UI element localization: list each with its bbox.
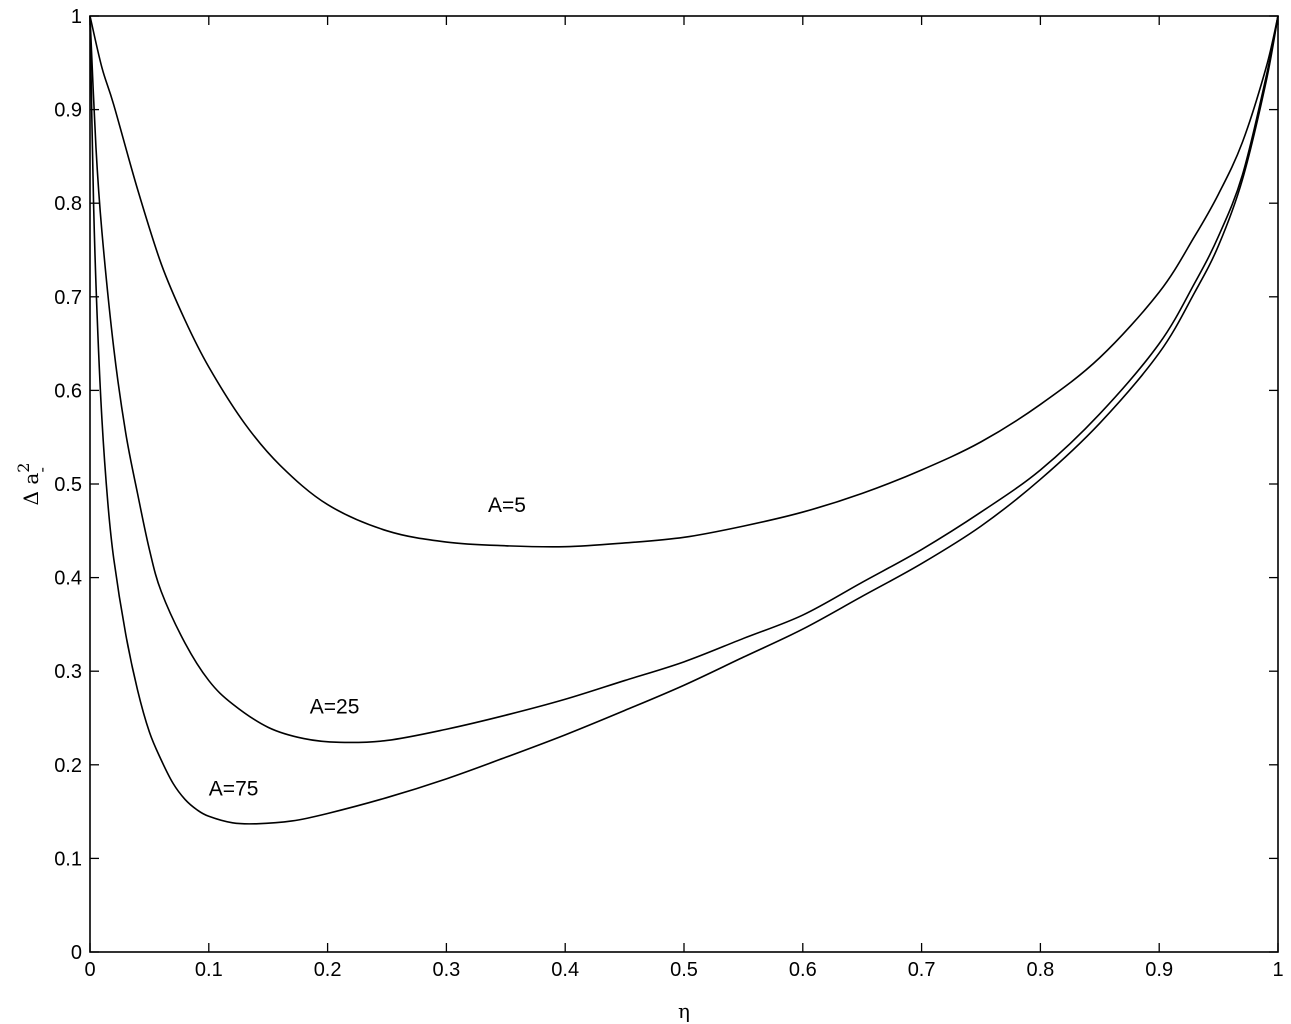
plot-frame <box>89 15 1279 953</box>
y-axis-label-superscript: 2 <box>14 463 33 473</box>
x-tick-label: 0.2 <box>314 959 342 981</box>
x-tick-label: 0.8 <box>1026 959 1054 981</box>
y-tick-label: 0.7 <box>54 287 82 309</box>
x-tick-label: 0.6 <box>789 959 817 981</box>
x-tick-label: 0 <box>84 959 95 981</box>
y-tick-label: 0.5 <box>54 474 82 496</box>
x-tick-label: 0.9 <box>1145 959 1173 981</box>
y-axis-label-main: Δ a <box>19 473 43 506</box>
series-line-2 <box>89 15 1279 744</box>
y-tick-label: 0.8 <box>54 193 82 215</box>
y-tick-label: 1 <box>71 6 82 28</box>
annotation-3: A=75 <box>209 778 259 801</box>
annotation-1: A=5 <box>488 494 526 517</box>
curves <box>89 15 1279 825</box>
x-tick-label: 0.7 <box>908 959 936 981</box>
annotation-2: A=25 <box>310 695 360 718</box>
x-tick-label: 0.5 <box>670 959 698 981</box>
x-axis-ticks: 0 0.1 0.2 0.3 0.4 0.5 0.6 0.7 0.8 0.9 1 <box>84 16 1284 981</box>
y-tick-label: 0 <box>71 942 82 964</box>
y-tick-label: 0.1 <box>54 848 82 870</box>
y-tick-label: 0.2 <box>54 755 82 777</box>
x-tick-label: 0.3 <box>432 959 460 981</box>
x-tick-label: 1 <box>1272 959 1283 981</box>
y-axis-ticks: 0 0.1 0.2 0.3 0.4 0.5 0.6 0.7 0.8 0.9 1 <box>54 6 1278 964</box>
y-axis-label-subscript: - <box>32 467 51 472</box>
x-axis-label: η <box>678 999 690 1023</box>
y-axis-label: Δ a2- <box>14 463 51 506</box>
x-tick-label: 0.4 <box>551 959 579 981</box>
y-tick-label: 0.4 <box>54 568 82 590</box>
y-tick-label: 0.9 <box>54 100 82 122</box>
svg-text:Δ a2-: Δ a2- <box>14 463 51 506</box>
series-line-3 <box>89 15 1279 825</box>
y-tick-label: 0.6 <box>54 380 82 402</box>
curve-annotations: A=5 A=25 A=75 <box>209 494 526 801</box>
y-tick-label: 0.3 <box>54 661 82 683</box>
series-line-1 <box>89 15 1279 548</box>
x-tick-label: 0.1 <box>195 959 223 981</box>
